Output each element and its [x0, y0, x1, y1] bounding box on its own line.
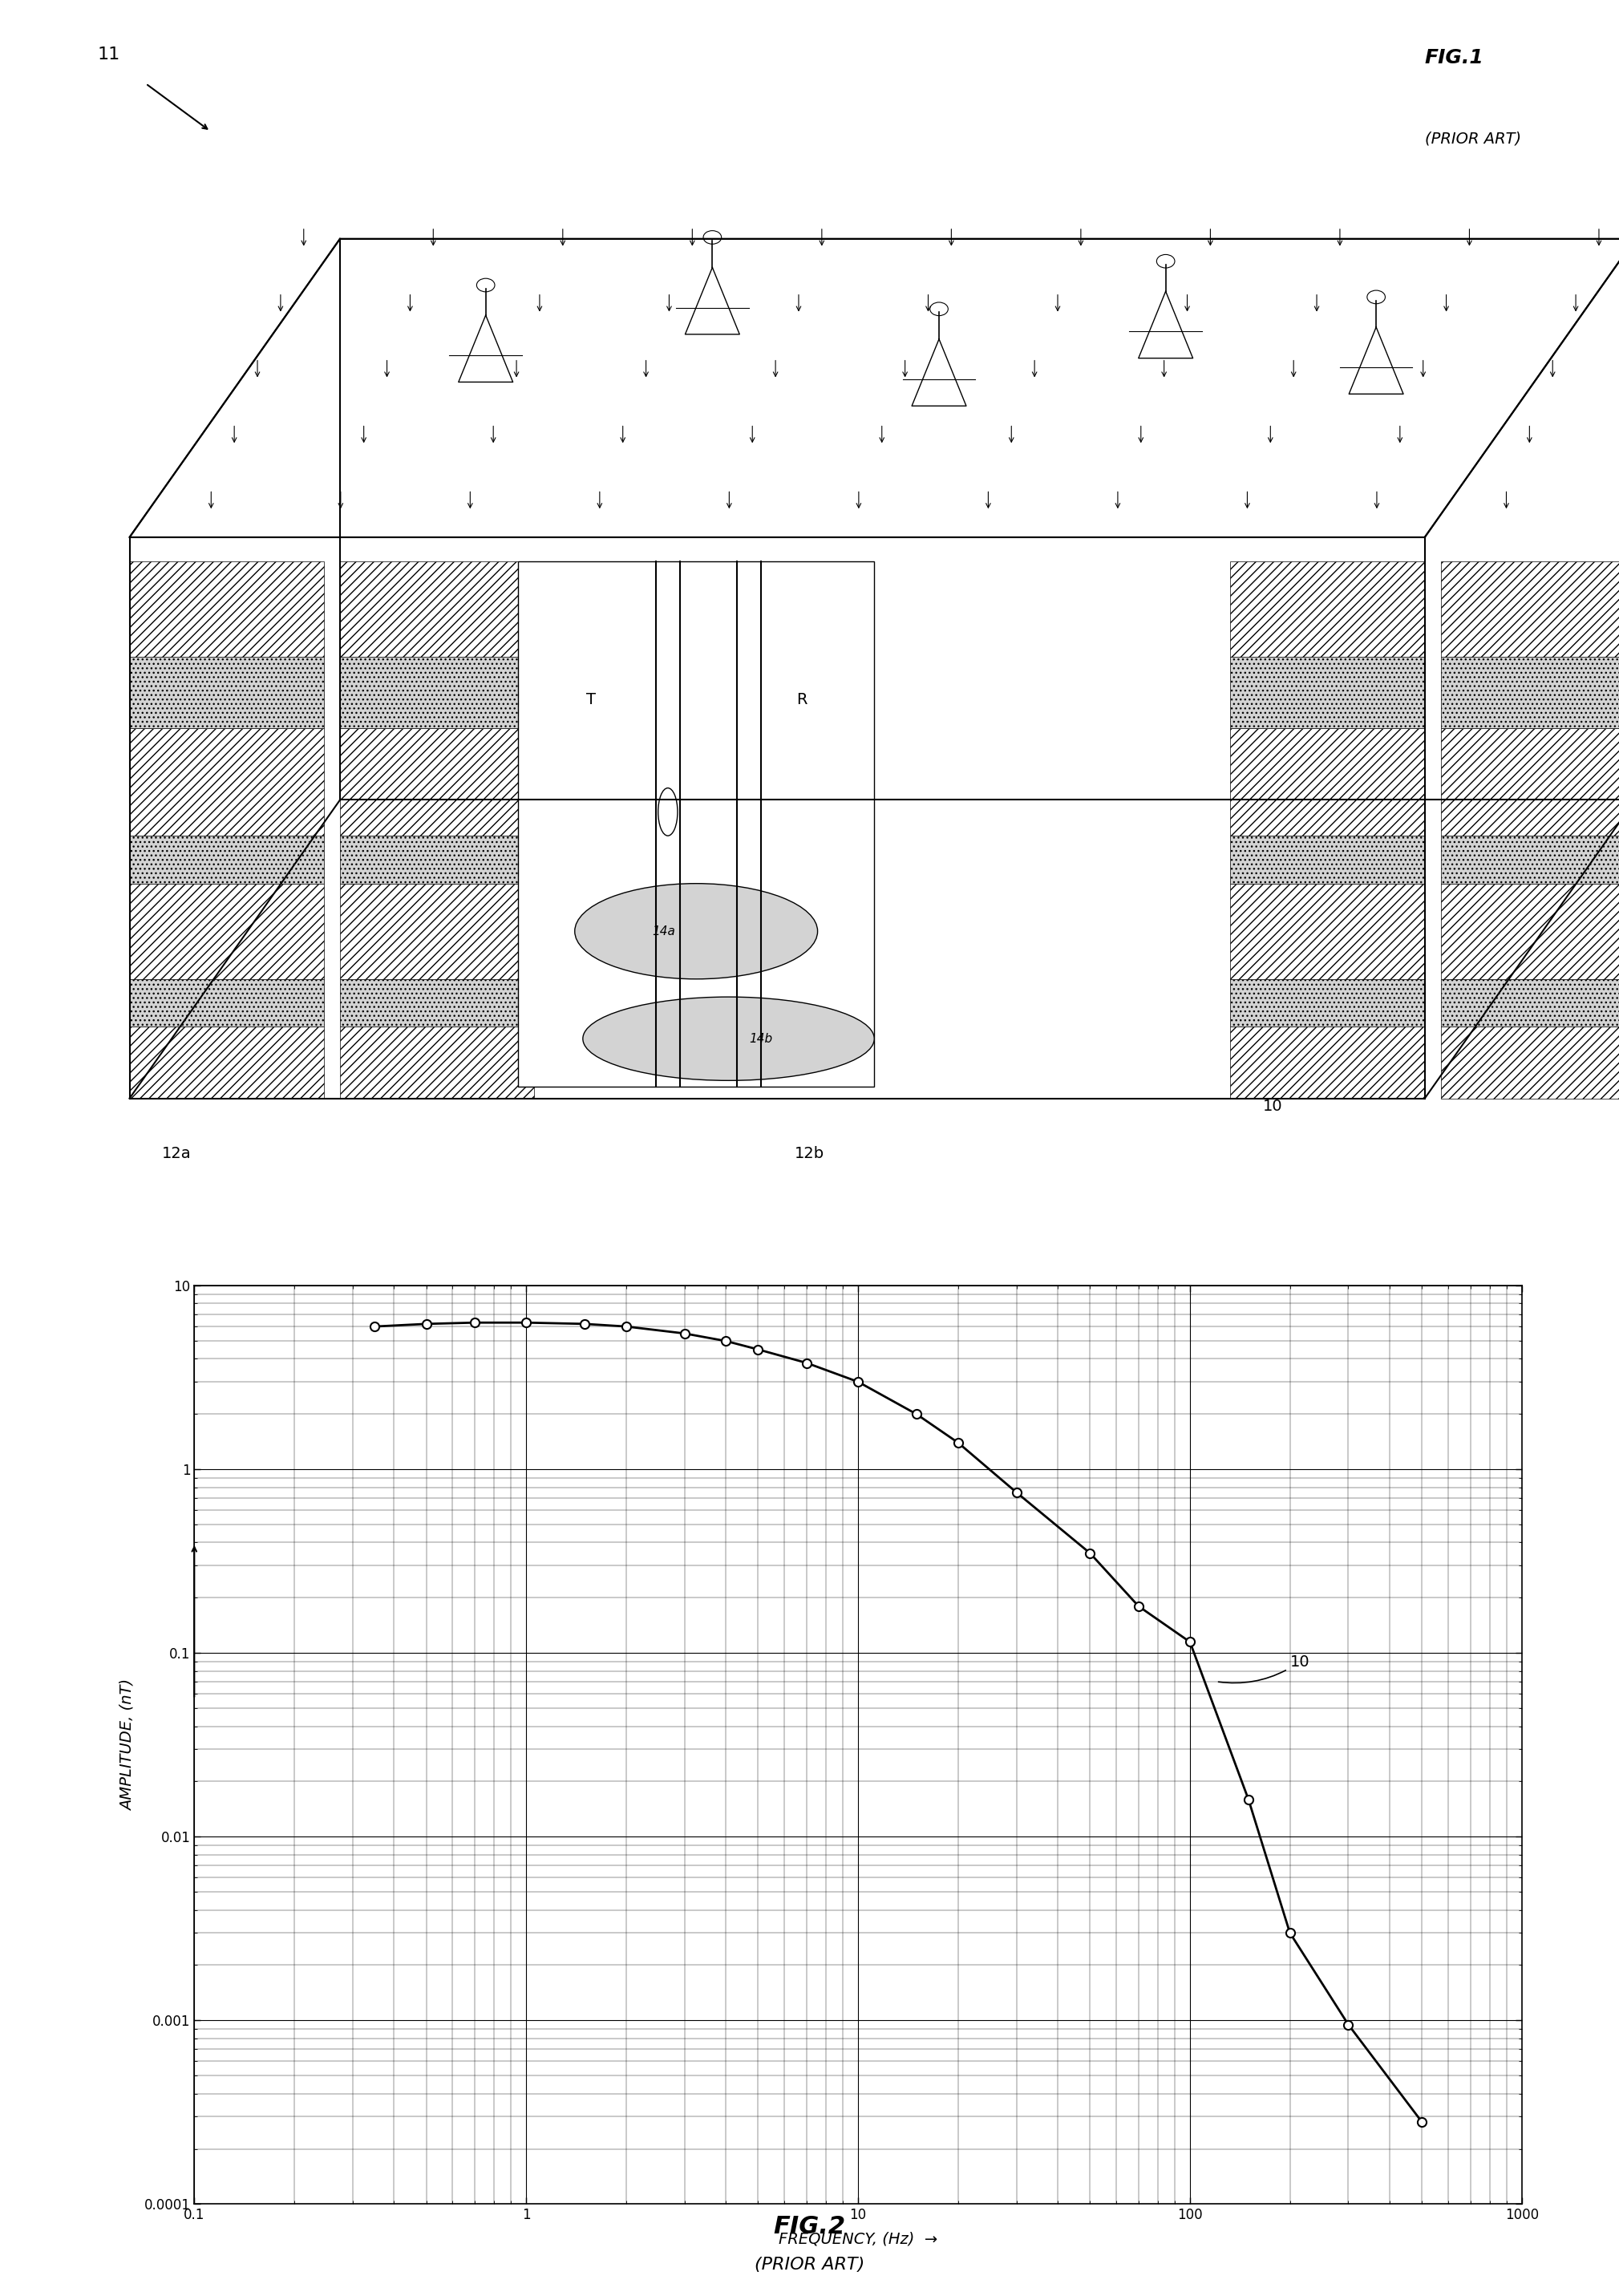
Bar — [340, 657, 534, 728]
Polygon shape — [518, 560, 874, 1086]
Bar — [340, 884, 534, 978]
Bar — [130, 728, 324, 836]
Bar — [1230, 560, 1425, 657]
Text: 14a: 14a — [652, 925, 675, 937]
Y-axis label: AMPLITUDE, (nT): AMPLITUDE, (nT) — [120, 1678, 134, 1812]
X-axis label: FREQUENCY, (Hz)  →: FREQUENCY, (Hz) → — [779, 2232, 937, 2248]
Bar — [340, 836, 534, 884]
Ellipse shape — [657, 788, 678, 836]
Bar — [1441, 728, 1619, 836]
Bar — [1441, 657, 1619, 728]
Text: 14b: 14b — [750, 1033, 772, 1045]
Polygon shape — [130, 239, 1619, 537]
Bar — [1230, 884, 1425, 978]
Bar — [340, 560, 534, 657]
Text: 11: 11 — [97, 46, 120, 62]
Text: (PRIOR ART): (PRIOR ART) — [1425, 131, 1520, 147]
Bar — [340, 978, 534, 1026]
Bar — [1441, 560, 1619, 657]
Text: (PRIOR ART): (PRIOR ART) — [754, 2257, 865, 2273]
Bar — [1441, 836, 1619, 884]
Text: 10: 10 — [1263, 1097, 1282, 1114]
Bar — [1441, 884, 1619, 978]
Ellipse shape — [583, 996, 874, 1081]
Text: T: T — [586, 693, 596, 707]
Text: 12b: 12b — [795, 1146, 824, 1162]
Bar — [130, 560, 324, 657]
Bar — [130, 836, 324, 884]
Bar — [130, 657, 324, 728]
Text: 12a: 12a — [162, 1146, 191, 1162]
Bar — [1230, 978, 1425, 1026]
Bar — [130, 1026, 324, 1097]
Bar — [1230, 657, 1425, 728]
Text: R: R — [797, 693, 806, 707]
Bar — [1441, 978, 1619, 1026]
Bar — [1230, 1026, 1425, 1097]
Text: FIG.2: FIG.2 — [774, 2216, 845, 2239]
Bar — [1441, 1026, 1619, 1097]
Bar — [130, 884, 324, 978]
Ellipse shape — [575, 884, 818, 978]
Bar — [1230, 728, 1425, 836]
Bar — [340, 1026, 534, 1097]
Bar — [340, 728, 534, 836]
Bar — [130, 978, 324, 1026]
Text: 10: 10 — [1219, 1653, 1310, 1683]
Text: FIG.1: FIG.1 — [1425, 48, 1485, 67]
Bar — [1230, 836, 1425, 884]
